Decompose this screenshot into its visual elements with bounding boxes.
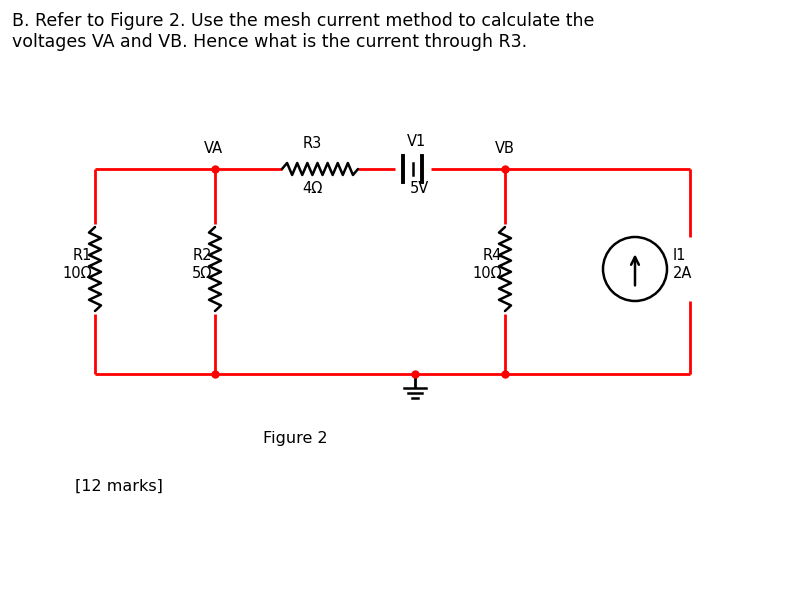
Text: B. Refer to Figure 2. Use the mesh current method to calculate the
voltages VA a: B. Refer to Figure 2. Use the mesh curre… xyxy=(12,12,595,51)
Text: 10Ω: 10Ω xyxy=(62,266,92,280)
Text: R4: R4 xyxy=(483,248,502,263)
Text: 2A: 2A xyxy=(673,266,693,280)
Text: 5V: 5V xyxy=(409,181,428,196)
Text: VA: VA xyxy=(203,141,223,156)
Text: 10Ω: 10Ω xyxy=(472,266,502,280)
Text: R1: R1 xyxy=(73,248,92,263)
Text: R2: R2 xyxy=(193,248,212,263)
Text: R3: R3 xyxy=(302,136,322,151)
Text: VB: VB xyxy=(495,141,515,156)
Text: I1: I1 xyxy=(673,248,687,263)
Text: [12 marks]: [12 marks] xyxy=(75,478,163,493)
Text: 5Ω: 5Ω xyxy=(192,266,212,280)
Text: Figure 2: Figure 2 xyxy=(262,431,327,446)
Text: V1: V1 xyxy=(407,134,427,149)
Text: 4Ω: 4Ω xyxy=(302,181,322,196)
